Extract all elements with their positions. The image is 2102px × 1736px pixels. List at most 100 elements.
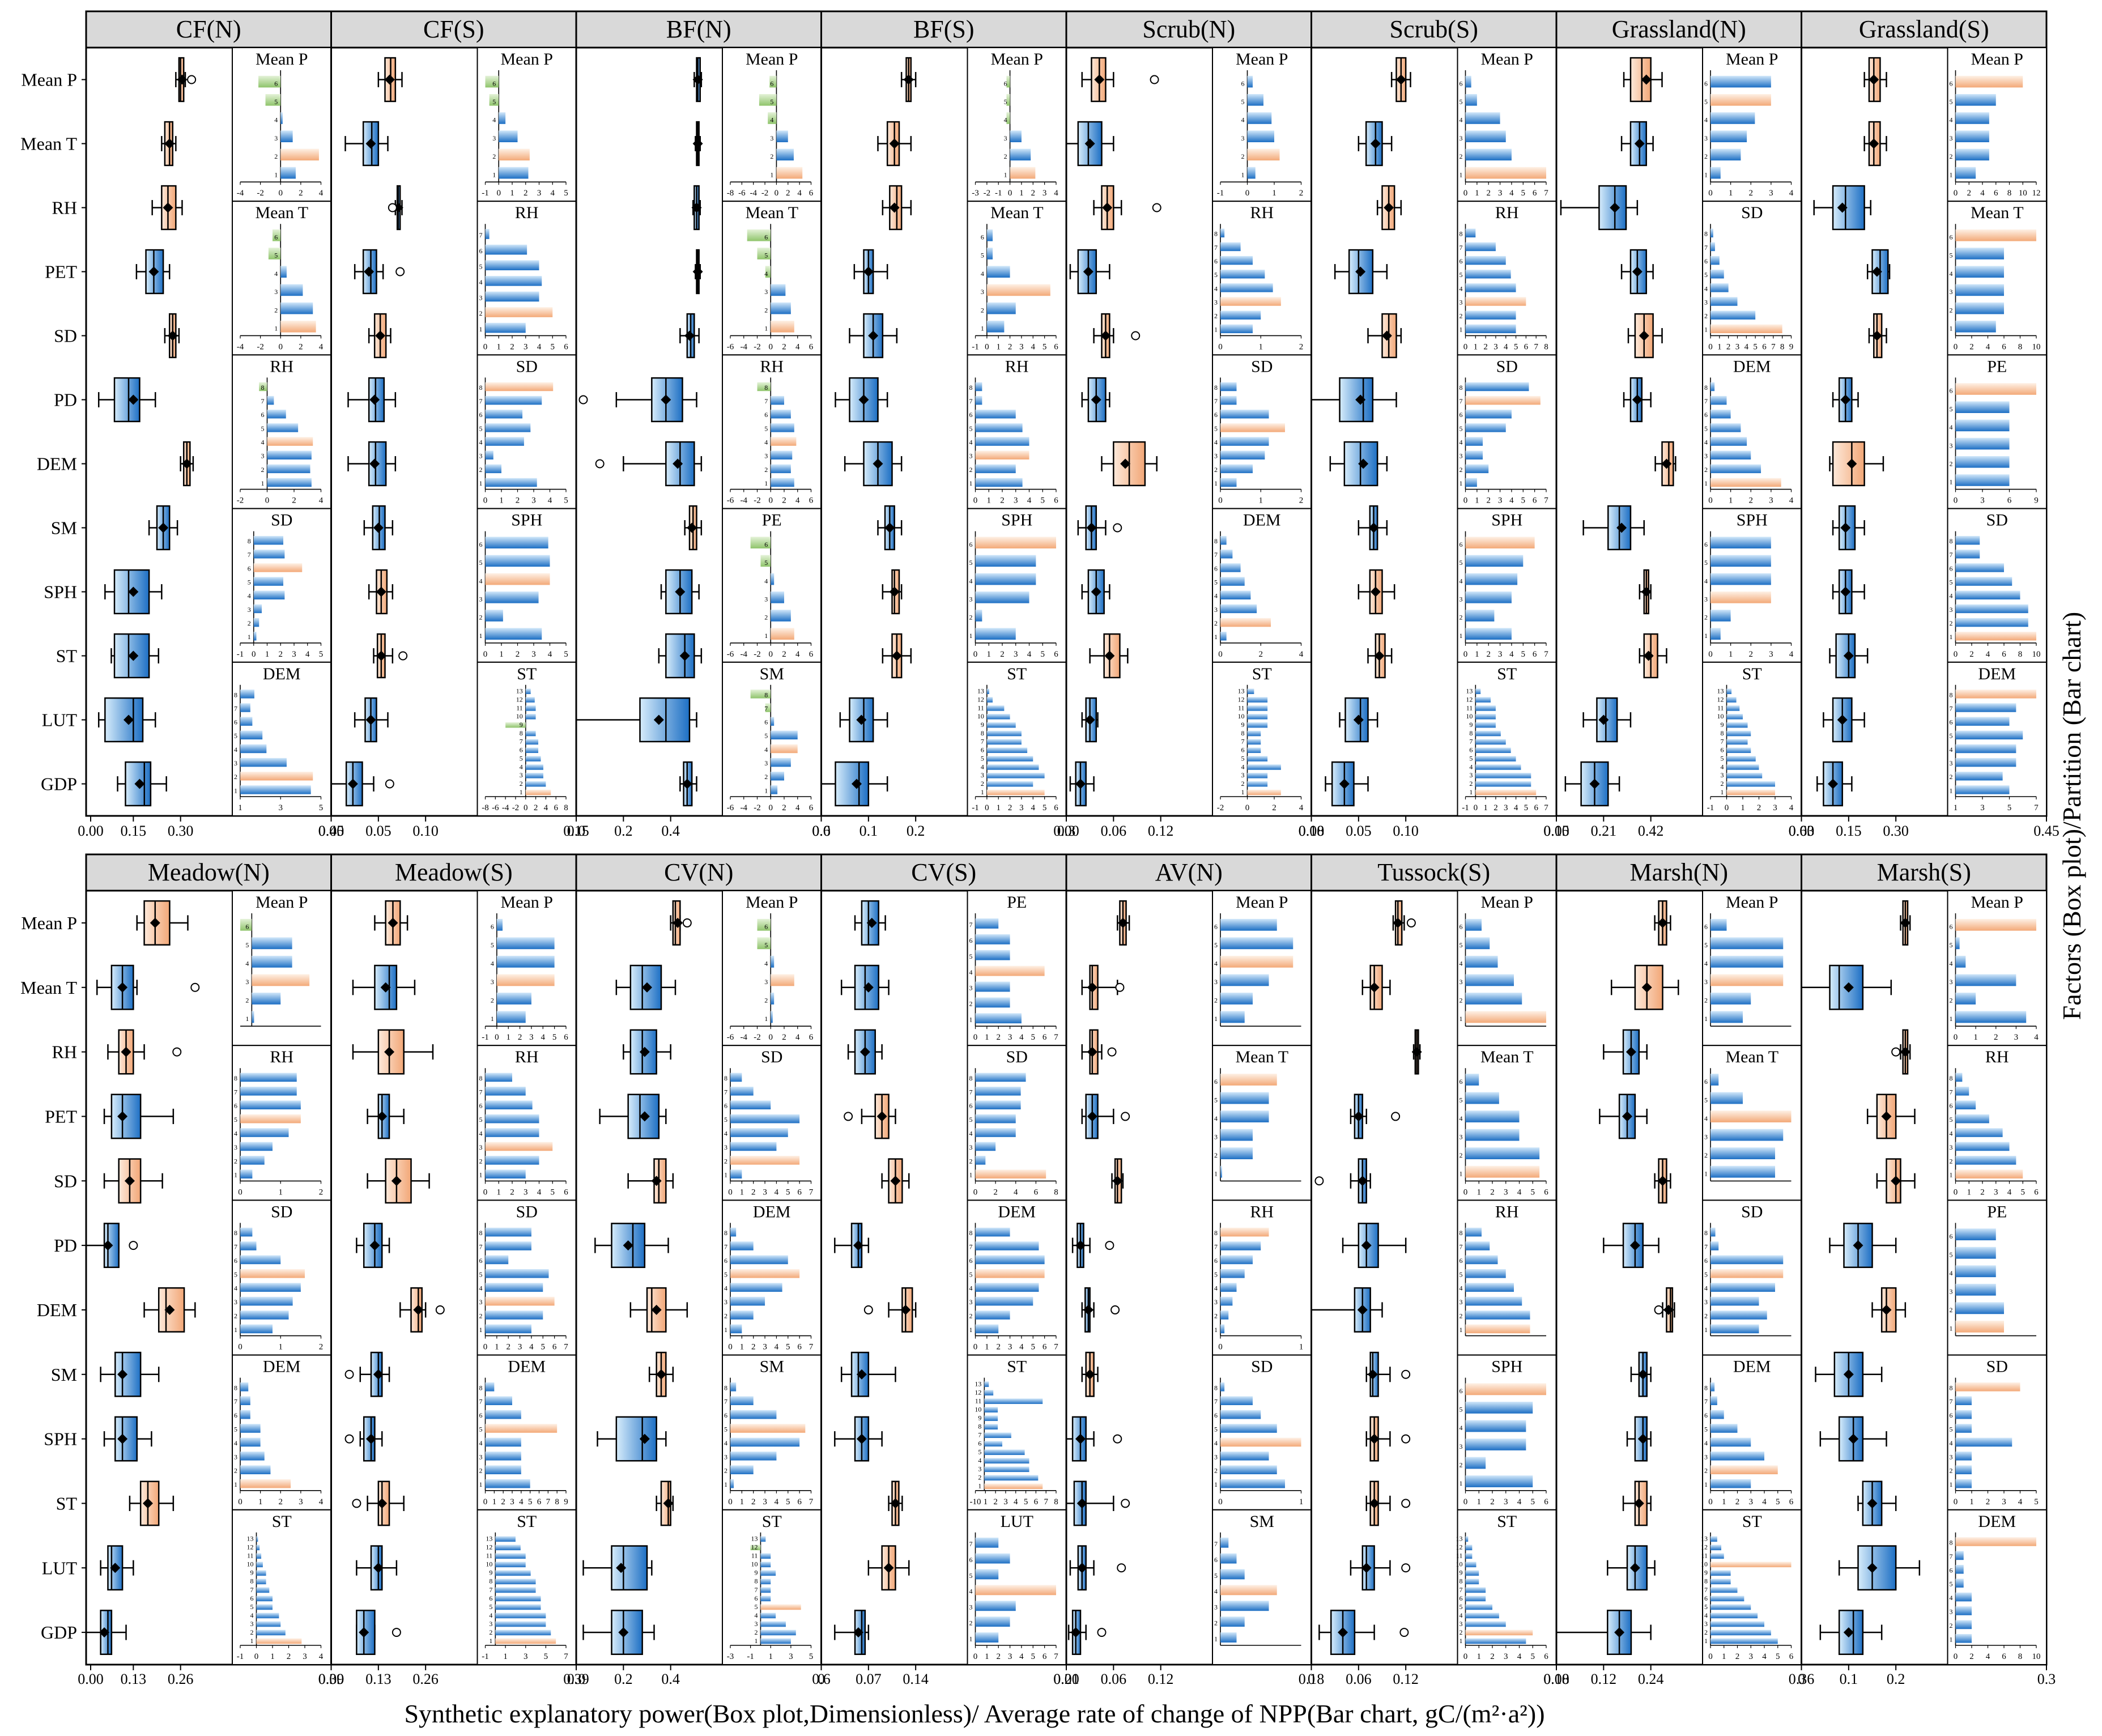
bar-y-tick-label: 3: [1460, 452, 1463, 460]
bar-x-tick-label: 4: [1986, 1652, 1990, 1661]
bar-y-tick-label: 6: [978, 1440, 981, 1448]
bar-y-tick-label: 2: [1950, 460, 1953, 468]
bar-y-tick-label: 3: [234, 1453, 237, 1461]
bar: [485, 628, 542, 640]
bar: [730, 1227, 737, 1237]
box-mean: [1634, 138, 1645, 149]
bar-y-tick-label: 6: [1214, 564, 1218, 572]
bar: [1726, 730, 1751, 737]
box-mean: [1900, 917, 1910, 928]
box-outlier: [385, 779, 394, 789]
bar-y-tick-label: 4: [1460, 438, 1463, 446]
bar-inset-title: Mean T: [1235, 1048, 1288, 1066]
box-dem: [595, 441, 703, 487]
bar-x-tick-label: 4: [1517, 1497, 1522, 1507]
bar-x-tick-label: 4: [1019, 1033, 1024, 1042]
bar: [1220, 478, 1237, 487]
bar-y-tick-label: 3: [274, 288, 278, 296]
bar: [485, 1324, 531, 1334]
bar-y-tick-label: 4: [1950, 1594, 1953, 1602]
box-mean: [1338, 1627, 1348, 1638]
bar: [986, 302, 1016, 314]
bar-x-tick-label: 4: [1986, 650, 1990, 659]
bar: [1465, 395, 1541, 405]
bar-x-tick-label: 5: [1776, 1652, 1780, 1661]
bar: [1465, 628, 1512, 640]
bar-inset-title: DEM: [1243, 511, 1281, 530]
bar-y-tick-label: 2: [1460, 1628, 1463, 1636]
box-pd: [1603, 1223, 1660, 1269]
bar-y-tick-label: 9: [1469, 721, 1473, 729]
bar-y-tick-label: 7: [978, 1431, 981, 1439]
box-lut: [1823, 697, 1865, 743]
bar: [1010, 148, 1031, 161]
bar: [485, 1269, 549, 1278]
bar-x-tick-label: 3: [531, 496, 536, 505]
box-mean: [128, 586, 139, 597]
box-mean: [639, 1046, 650, 1057]
bar-y-tick-label: 5: [1214, 578, 1218, 586]
bar: [1955, 577, 2012, 586]
bar-x-tick-label: 7: [546, 1497, 551, 1507]
box-mean: [863, 982, 874, 993]
bar-y-tick-label: 6: [245, 923, 249, 931]
bar-y-tick-label: 7: [250, 1586, 254, 1594]
bar-x-tick-label: 6: [1043, 1652, 1047, 1661]
bar: [730, 1142, 777, 1151]
bar-x-tick-label: 4: [1027, 496, 1032, 505]
bar: [240, 1465, 271, 1475]
bar: [240, 1382, 249, 1392]
bar: [760, 1536, 766, 1542]
bar: [496, 992, 531, 1005]
bar-x-tick-label: 6: [2002, 650, 2006, 659]
bar: [1955, 717, 2010, 726]
bar-x-tick-label: -2: [984, 189, 991, 198]
bar-y-tick-label: 4: [1950, 1129, 1953, 1137]
bar-y-tick-label: 1: [1460, 632, 1463, 640]
box-dem: [1654, 441, 1677, 487]
bar: [1710, 1410, 1724, 1419]
bar: [1247, 722, 1268, 728]
bar-x-tick-label: 4: [1019, 1343, 1024, 1352]
bar-y-tick-label: 4: [969, 968, 973, 976]
bar-y-tick-label: 5: [1704, 1425, 1708, 1433]
bar-y-tick-label: 13: [247, 1535, 254, 1543]
bar-x-tick-label: 4: [319, 496, 324, 505]
box-rh: [107, 1029, 182, 1075]
bar-inset-title: Mean P: [256, 893, 308, 912]
bar: [975, 437, 1029, 446]
box-st: [352, 1480, 405, 1526]
bar-y-tick-label: 9: [1460, 1569, 1463, 1577]
x-tick-label: 0.12: [1393, 1671, 1419, 1687]
bar-x-tick-label: 4: [551, 189, 555, 198]
bar: [984, 1432, 1011, 1439]
bar-x-tick-label: 2: [1490, 1188, 1495, 1197]
box-mean: [1843, 1627, 1854, 1638]
bar-y-tick-label: 7: [479, 1088, 483, 1096]
bar: [495, 1570, 531, 1576]
box-mean: [679, 650, 690, 661]
box-mean: [1629, 1240, 1640, 1251]
box-outlier: [1107, 1047, 1117, 1057]
bar-y-tick-label: 3: [520, 771, 523, 779]
x-tick-label: 0.42: [1638, 823, 1664, 839]
bar-y-tick-label: 1: [1704, 1326, 1708, 1334]
box-mean: [651, 1304, 662, 1315]
bar: [495, 1612, 546, 1619]
bar: [1220, 1092, 1269, 1104]
bar-x-tick-label: 6: [797, 1497, 802, 1507]
bar-y-tick-label: 5: [1950, 1250, 1953, 1258]
bar-x-tick-label: 3: [1008, 1033, 1012, 1042]
bar-y-tick-label: 1: [1214, 1480, 1218, 1488]
box-mean: [163, 202, 173, 213]
bar-y-tick-label: 12: [247, 1543, 254, 1551]
box-pd: [85, 1223, 138, 1269]
bar: [1710, 1629, 1771, 1636]
bar-y-tick-label: 6: [754, 1594, 758, 1602]
bar-x-tick-label: 2: [782, 803, 786, 812]
bar-y-tick-label: 6: [1214, 411, 1218, 419]
box-lut: [1582, 697, 1632, 743]
